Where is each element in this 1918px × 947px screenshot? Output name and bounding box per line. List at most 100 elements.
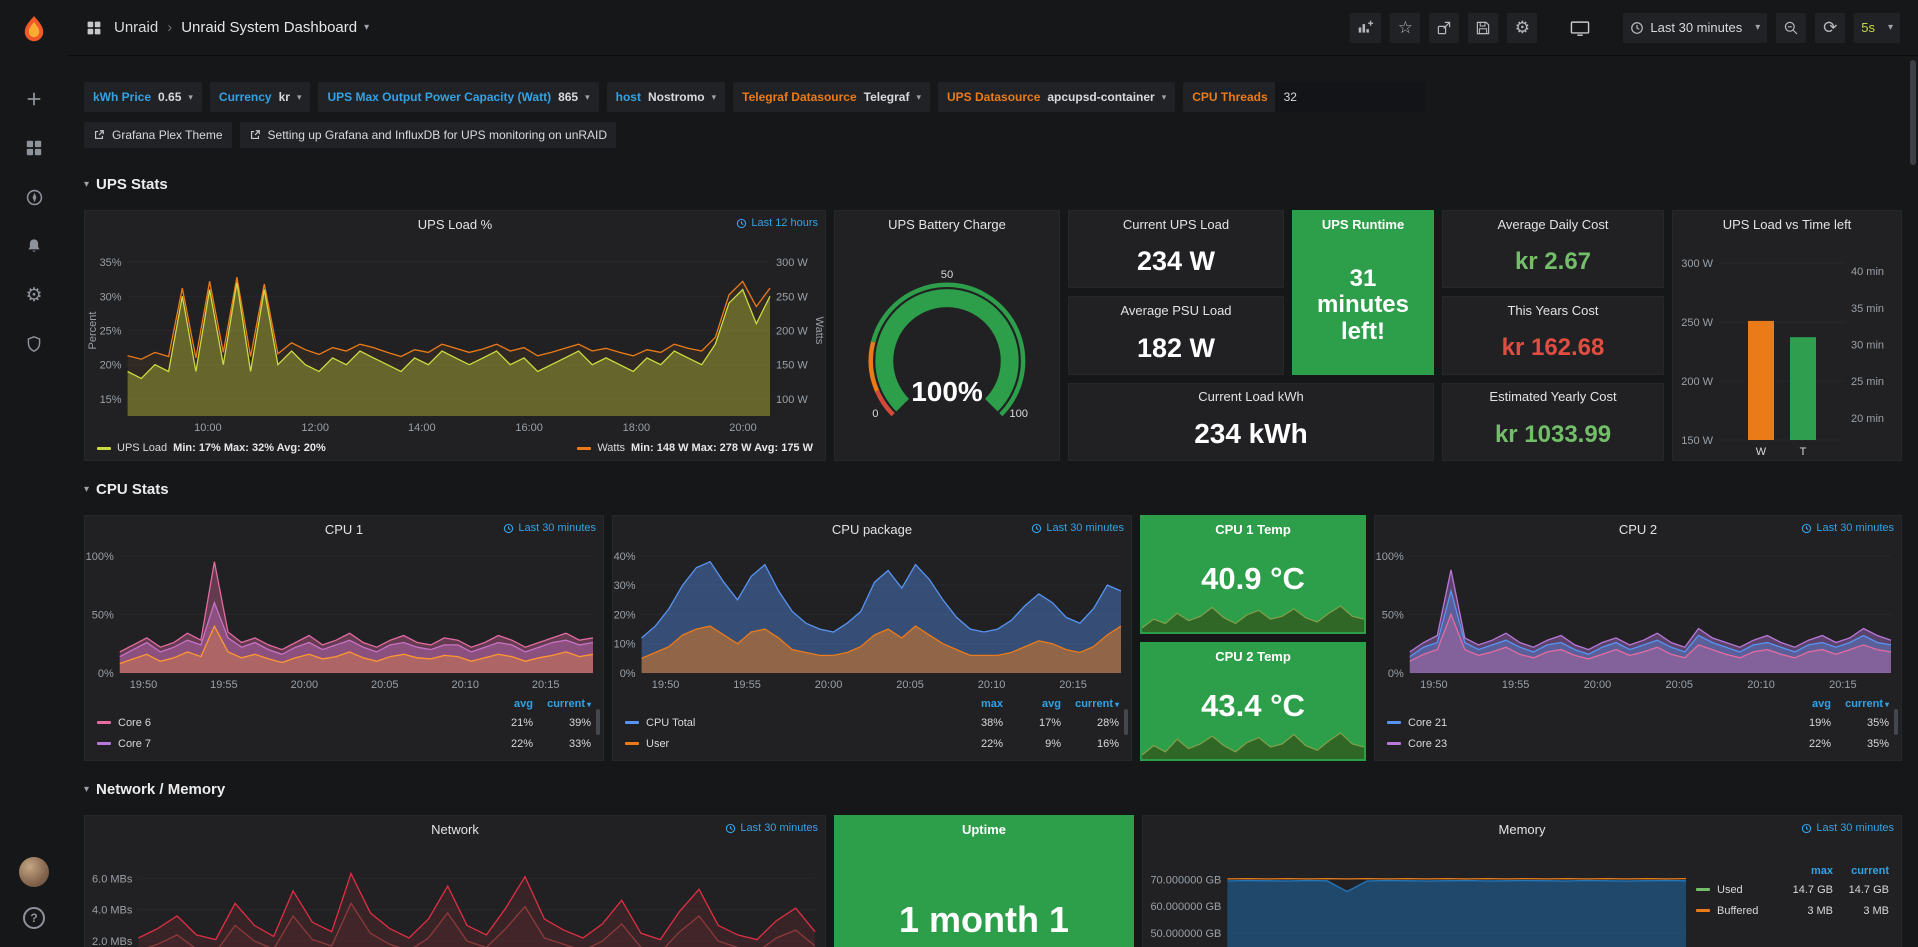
cpu-package-chart[interactable]: 0% 10% 20% 30% 40% 19:50 19:55 20:00 20:05 20:10 2… [613,542,1131,693]
legend-col-header[interactable]: max [980,697,1003,710]
star-button[interactable]: ☆ [1390,12,1421,43]
legend-value: 38% [980,716,1003,729]
panel-title[interactable]: Current UPS Load [1069,211,1283,237]
memory-legend: max current Used 14.7 GB 14.7 GB Buffere… [1696,842,1901,947]
svg-text:50%: 50% [92,609,114,621]
cpu2-chart[interactable]: 0% 50% 100% 19:50 19:55 20:00 20:05 20:10 20:15 [1375,542,1901,693]
link-ups-monitoring-guide[interactable]: Setting up Grafana and InfluxDB for UPS … [239,122,617,148]
settings-button[interactable]: ⚙ [1507,12,1538,43]
dashboards-icon[interactable] [23,137,45,159]
legend-row: Core 21 19% 35% [1387,712,1889,733]
configuration-icon[interactable]: ⚙ [25,284,43,306]
alerting-icon[interactable] [23,235,45,257]
refresh-button[interactable]: ⟳ [1815,12,1846,43]
save-button[interactable] [1468,12,1499,43]
section-cpu-stats[interactable]: ▾ CPU Stats [84,479,1902,499]
section-network-memory[interactable]: ▾ Network / Memory [84,779,1902,799]
series-name[interactable]: Core 21 [1387,717,1773,729]
series-name[interactable]: Used [1696,884,1777,896]
variable-currency[interactable]: Currency kr ▾ [209,82,311,112]
time-badge: Last 30 minutes [725,822,818,834]
time-range-button[interactable]: Last 30 minutes ▾ [1623,12,1768,43]
panel-title[interactable]: Uptime [835,816,1133,842]
cpu1-chart[interactable]: 0% 50% 100% 19:50 19:55 20:00 20:05 20:10 20:15 [85,542,603,693]
legend-value: 9% [1045,737,1061,750]
series-name[interactable]: Core 7 [97,738,475,750]
legend-scrollbar[interactable] [1124,709,1128,735]
panel-title[interactable]: Network [85,816,825,842]
sidebar-bottom: ? [19,857,49,929]
help-icon[interactable]: ? [23,907,45,929]
memory-chart[interactable]: 50.000000 GB 60.000000 GB 70.000000 GB [1143,842,1696,947]
variable-host[interactable]: host Nostromo ▾ [606,82,726,112]
chevron-down-icon: ▾ [84,178,90,190]
zoom-out-button[interactable] [1776,12,1807,43]
variable-kwh-price[interactable]: kWh Price 0.65 ▾ [84,82,202,112]
avatar[interactable] [19,857,49,887]
panel-title[interactable]: This Years Cost [1443,297,1663,323]
series-name[interactable]: UPS Load [117,442,168,454]
panel-title[interactable]: UPS Load % [85,211,825,237]
panel-title[interactable]: Current Load kWh [1069,384,1433,410]
network-chart[interactable]: 2.0 MBs 4.0 MBs 6.0 MBs [85,842,825,947]
breadcrumb-folder[interactable]: Unraid [114,19,159,36]
stat-value: 234 W [1136,246,1216,277]
link-grafana-plex-theme[interactable]: Grafana Plex Theme [84,122,232,148]
time-badge: Last 30 minutes [1801,522,1894,534]
add-panel-button[interactable] [1350,12,1382,43]
cpu-threads-input[interactable]: 32 [1274,82,1425,112]
panel-title-text: CPU 2 Temp [1215,648,1291,664]
legend-col-header[interactable]: max [1810,864,1833,877]
dashboard-title[interactable]: Unraid System Dashboard [181,19,358,36]
legend-col-header[interactable]: avg [1812,697,1831,710]
explore-icon[interactable] [23,186,45,208]
panel-title[interactable]: Memory [1143,816,1901,842]
panel-title-text: Estimated Yearly Cost [1489,389,1617,405]
panel-title[interactable]: UPS Runtime [1293,211,1433,237]
series-name[interactable]: Watts [597,442,626,454]
time-badge-label: Last 30 minutes [740,822,818,834]
panel-title[interactable]: UPS Battery Charge [835,211,1059,237]
cycle-view-button[interactable] [1563,13,1597,43]
refresh-interval-button[interactable]: 5s ▾ [1854,12,1900,43]
legend-scrollbar[interactable] [596,709,600,735]
series-name[interactable]: User [625,738,945,750]
panel-title[interactable]: Average PSU Load [1069,297,1283,323]
panel-title[interactable]: UPS Load vs Time left [1673,211,1901,237]
clock-icon [1801,823,1812,834]
panel-title-text: CPU 1 [324,521,364,537]
panel-title[interactable]: CPU 1 [85,516,603,542]
section-title: CPU Stats [96,480,169,498]
server-admin-icon[interactable] [23,333,45,355]
panel-title[interactable]: CPU 1 Temp [1141,516,1365,542]
series-name[interactable]: Core 6 [97,717,475,729]
chevron-down-icon[interactable]: ▾ [364,22,370,33]
legend-col-header[interactable]: current [1851,864,1889,877]
variable-ups-datasource[interactable]: UPS Datasource apcupsd-container ▾ [938,82,1176,112]
ups-load-time-left-chart[interactable]: 150 W 200 W 250 W 300 W 20 min 25 min 30 min 35… [1673,237,1901,460]
grafana-logo[interactable] [17,12,51,46]
series-name[interactable]: Buffered [1696,905,1777,917]
panel-title[interactable]: Average Daily Cost [1443,211,1663,237]
variable-ups-max-output[interactable]: UPS Max Output Power Capacity (Watt) 865… [318,82,599,112]
ups-load-chart[interactable]: 15% 20% 25% 30% 35% 100 W 150 W 200 W 250 W 300 W… [85,237,825,436]
panel-title[interactable]: CPU 2 [1375,516,1901,542]
legend-col-header[interactable]: current ▾ [1845,697,1889,710]
panel-title[interactable]: Estimated Yearly Cost [1443,384,1663,410]
series-name[interactable]: Core 23 [1387,738,1773,750]
panel-title[interactable]: CPU package [613,516,1131,542]
create-icon[interactable] [23,88,45,110]
legend-col-header[interactable]: current ▾ [1075,697,1119,710]
legend-col-header[interactable]: avg [514,697,533,710]
section-ups-stats[interactable]: ▾ UPS Stats [84,174,1902,194]
scrollbar[interactable] [1910,60,1916,165]
variable-telegraf-datasource[interactable]: Telegraf Datasource Telegraf ▾ [733,82,930,112]
legend-col-header[interactable]: avg [1042,697,1061,710]
legend-scrollbar[interactable] [1894,709,1898,735]
series-name[interactable]: CPU Total [625,717,945,729]
panel-title[interactable]: CPU 2 Temp [1141,643,1365,669]
share-button[interactable] [1429,12,1460,43]
legend-col-header[interactable]: current ▾ [547,697,591,710]
legend-value: 22% [980,737,1003,750]
